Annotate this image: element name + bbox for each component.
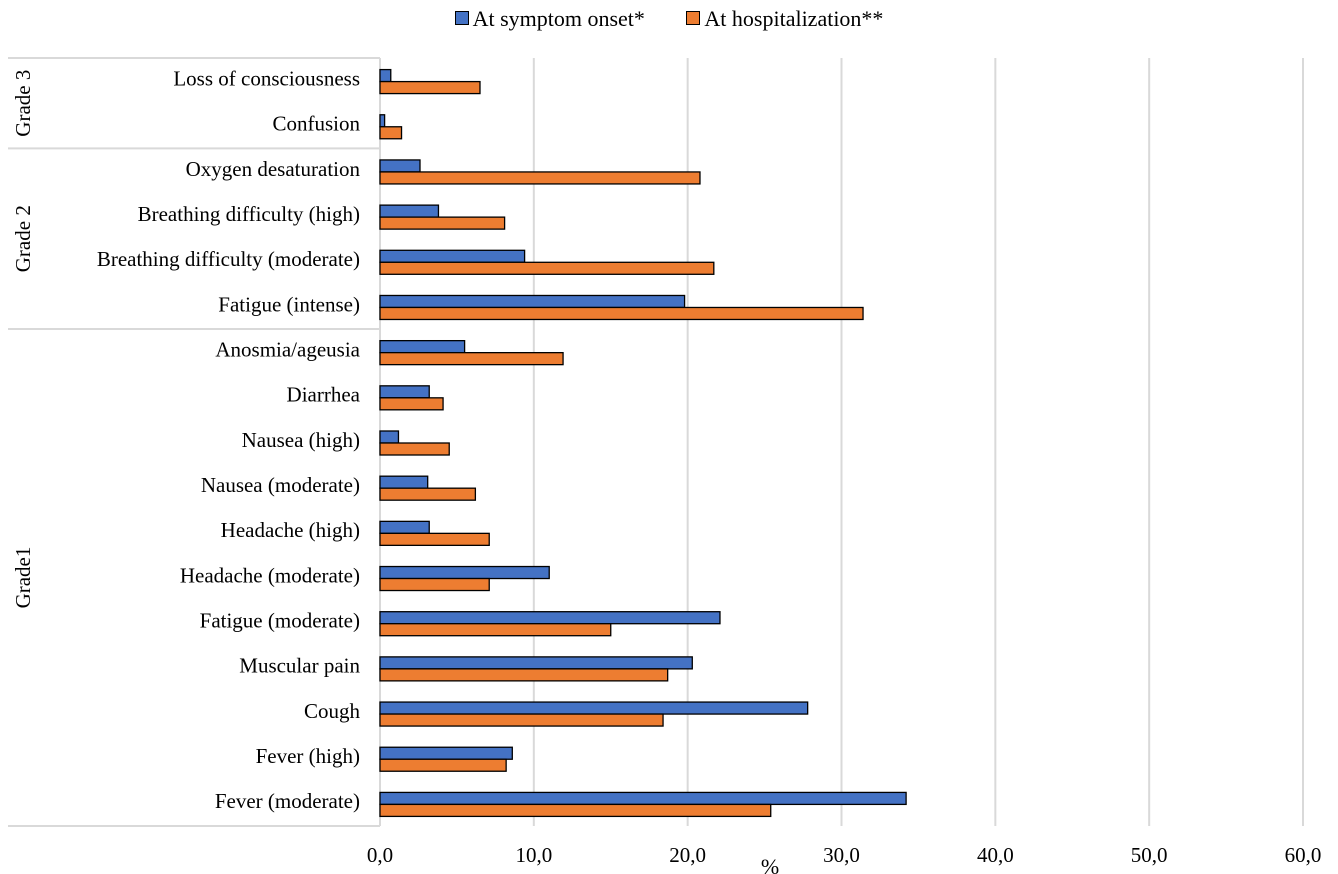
bar-hospitalization (379, 758, 507, 772)
x-tick-label: 10,0 (515, 843, 552, 867)
legend-swatch-onset (454, 11, 469, 25)
bar-onset (379, 791, 907, 806)
category-label: Fever (moderate) (215, 789, 360, 813)
bar-hospitalization (379, 351, 564, 366)
legend-swatch-hospitalization (686, 11, 701, 25)
category-label: Breathing difficulty (high) (138, 202, 360, 226)
category-label: Diarrhea (287, 383, 361, 407)
bar-onset (379, 701, 809, 715)
bar-hospitalization (379, 577, 490, 592)
x-tick-label: 20,0 (669, 843, 706, 867)
bar-onset (379, 249, 526, 263)
x-tick-label: 30,0 (823, 843, 860, 867)
legend-item-onset: At symptom onset* (454, 6, 645, 32)
grade-labels: Grade 3 Grade 2 Grade1 (11, 70, 35, 609)
legend: At symptom onset* At hospitalization** (0, 6, 1338, 32)
bar-onset (379, 68, 392, 83)
grade-label: Grade 3 (11, 70, 35, 137)
category-label: Oxygen desaturation (186, 157, 361, 181)
category-label: Fever (high) (256, 744, 360, 768)
bar-hospitalization (379, 668, 669, 682)
bar-hospitalization (379, 532, 490, 547)
category-label: Headache (moderate) (180, 563, 360, 587)
bar-hospitalization (379, 487, 477, 501)
legend-label-hospitalization: At hospitalization** (704, 6, 884, 31)
category-label: Nausea (moderate) (201, 473, 360, 497)
bar-onset (379, 520, 430, 535)
bar-onset (379, 385, 430, 399)
category-frame (8, 57, 381, 827)
bar-onset (379, 114, 386, 128)
category-label: Loss of consciousness (173, 66, 360, 90)
bar-onset (379, 746, 513, 760)
category-label: Breathing difficulty (moderate) (97, 247, 360, 271)
category-label: Cough (304, 699, 361, 723)
bar-hospitalization (379, 442, 450, 456)
bar-onset (379, 475, 429, 489)
grade-label: Grade 2 (11, 205, 35, 272)
category-label: Fatigue (intense) (218, 292, 360, 316)
category-label: Headache (high) (221, 518, 360, 542)
category-label: Confusion (272, 112, 360, 136)
grid-lines (532, 58, 1304, 826)
category-label: Fatigue (moderate) (200, 609, 360, 633)
x-tick-labels: 0,0 10,0 20,0 30,0 40,0 50,0 60,0 (367, 843, 1322, 867)
legend-label-onset: At symptom onset* (472, 6, 645, 31)
category-label: Nausea (high) (242, 428, 360, 452)
bar-hospitalization (379, 397, 444, 411)
x-axis-label: % (761, 854, 779, 874)
bar-hospitalization (379, 623, 612, 637)
bar-onset (379, 611, 721, 625)
x-tick-label: 60,0 (1285, 843, 1322, 867)
bar-hospitalization (379, 261, 715, 275)
bar-onset (379, 204, 440, 218)
bar-onset (379, 565, 550, 580)
bar-hospitalization (379, 216, 506, 230)
bars (379, 68, 907, 818)
bar-onset (379, 656, 693, 670)
x-tick-label: 50,0 (1131, 843, 1168, 867)
bar-hospitalization (379, 306, 864, 321)
bar-onset (379, 339, 466, 354)
bar-onset (379, 294, 686, 309)
bar-hospitalization (379, 713, 664, 727)
grade-label: Grade1 (11, 547, 35, 609)
bar-hospitalization (379, 171, 701, 185)
category-label: Muscular pain (239, 654, 360, 678)
bar-onset (379, 159, 421, 173)
bar-hospitalization (379, 126, 403, 140)
x-tick-label: 0,0 (367, 843, 393, 867)
legend-item-hospitalization: At hospitalization** (686, 6, 883, 32)
bar-hospitalization (379, 803, 772, 818)
x-tick-label: 40,0 (977, 843, 1014, 867)
category-label: Anosmia/ageusia (215, 337, 360, 361)
bar-hospitalization (379, 80, 481, 95)
category-labels: Loss of consciousness Confusion Oxygen des… (97, 66, 361, 813)
bar-onset (379, 430, 400, 444)
